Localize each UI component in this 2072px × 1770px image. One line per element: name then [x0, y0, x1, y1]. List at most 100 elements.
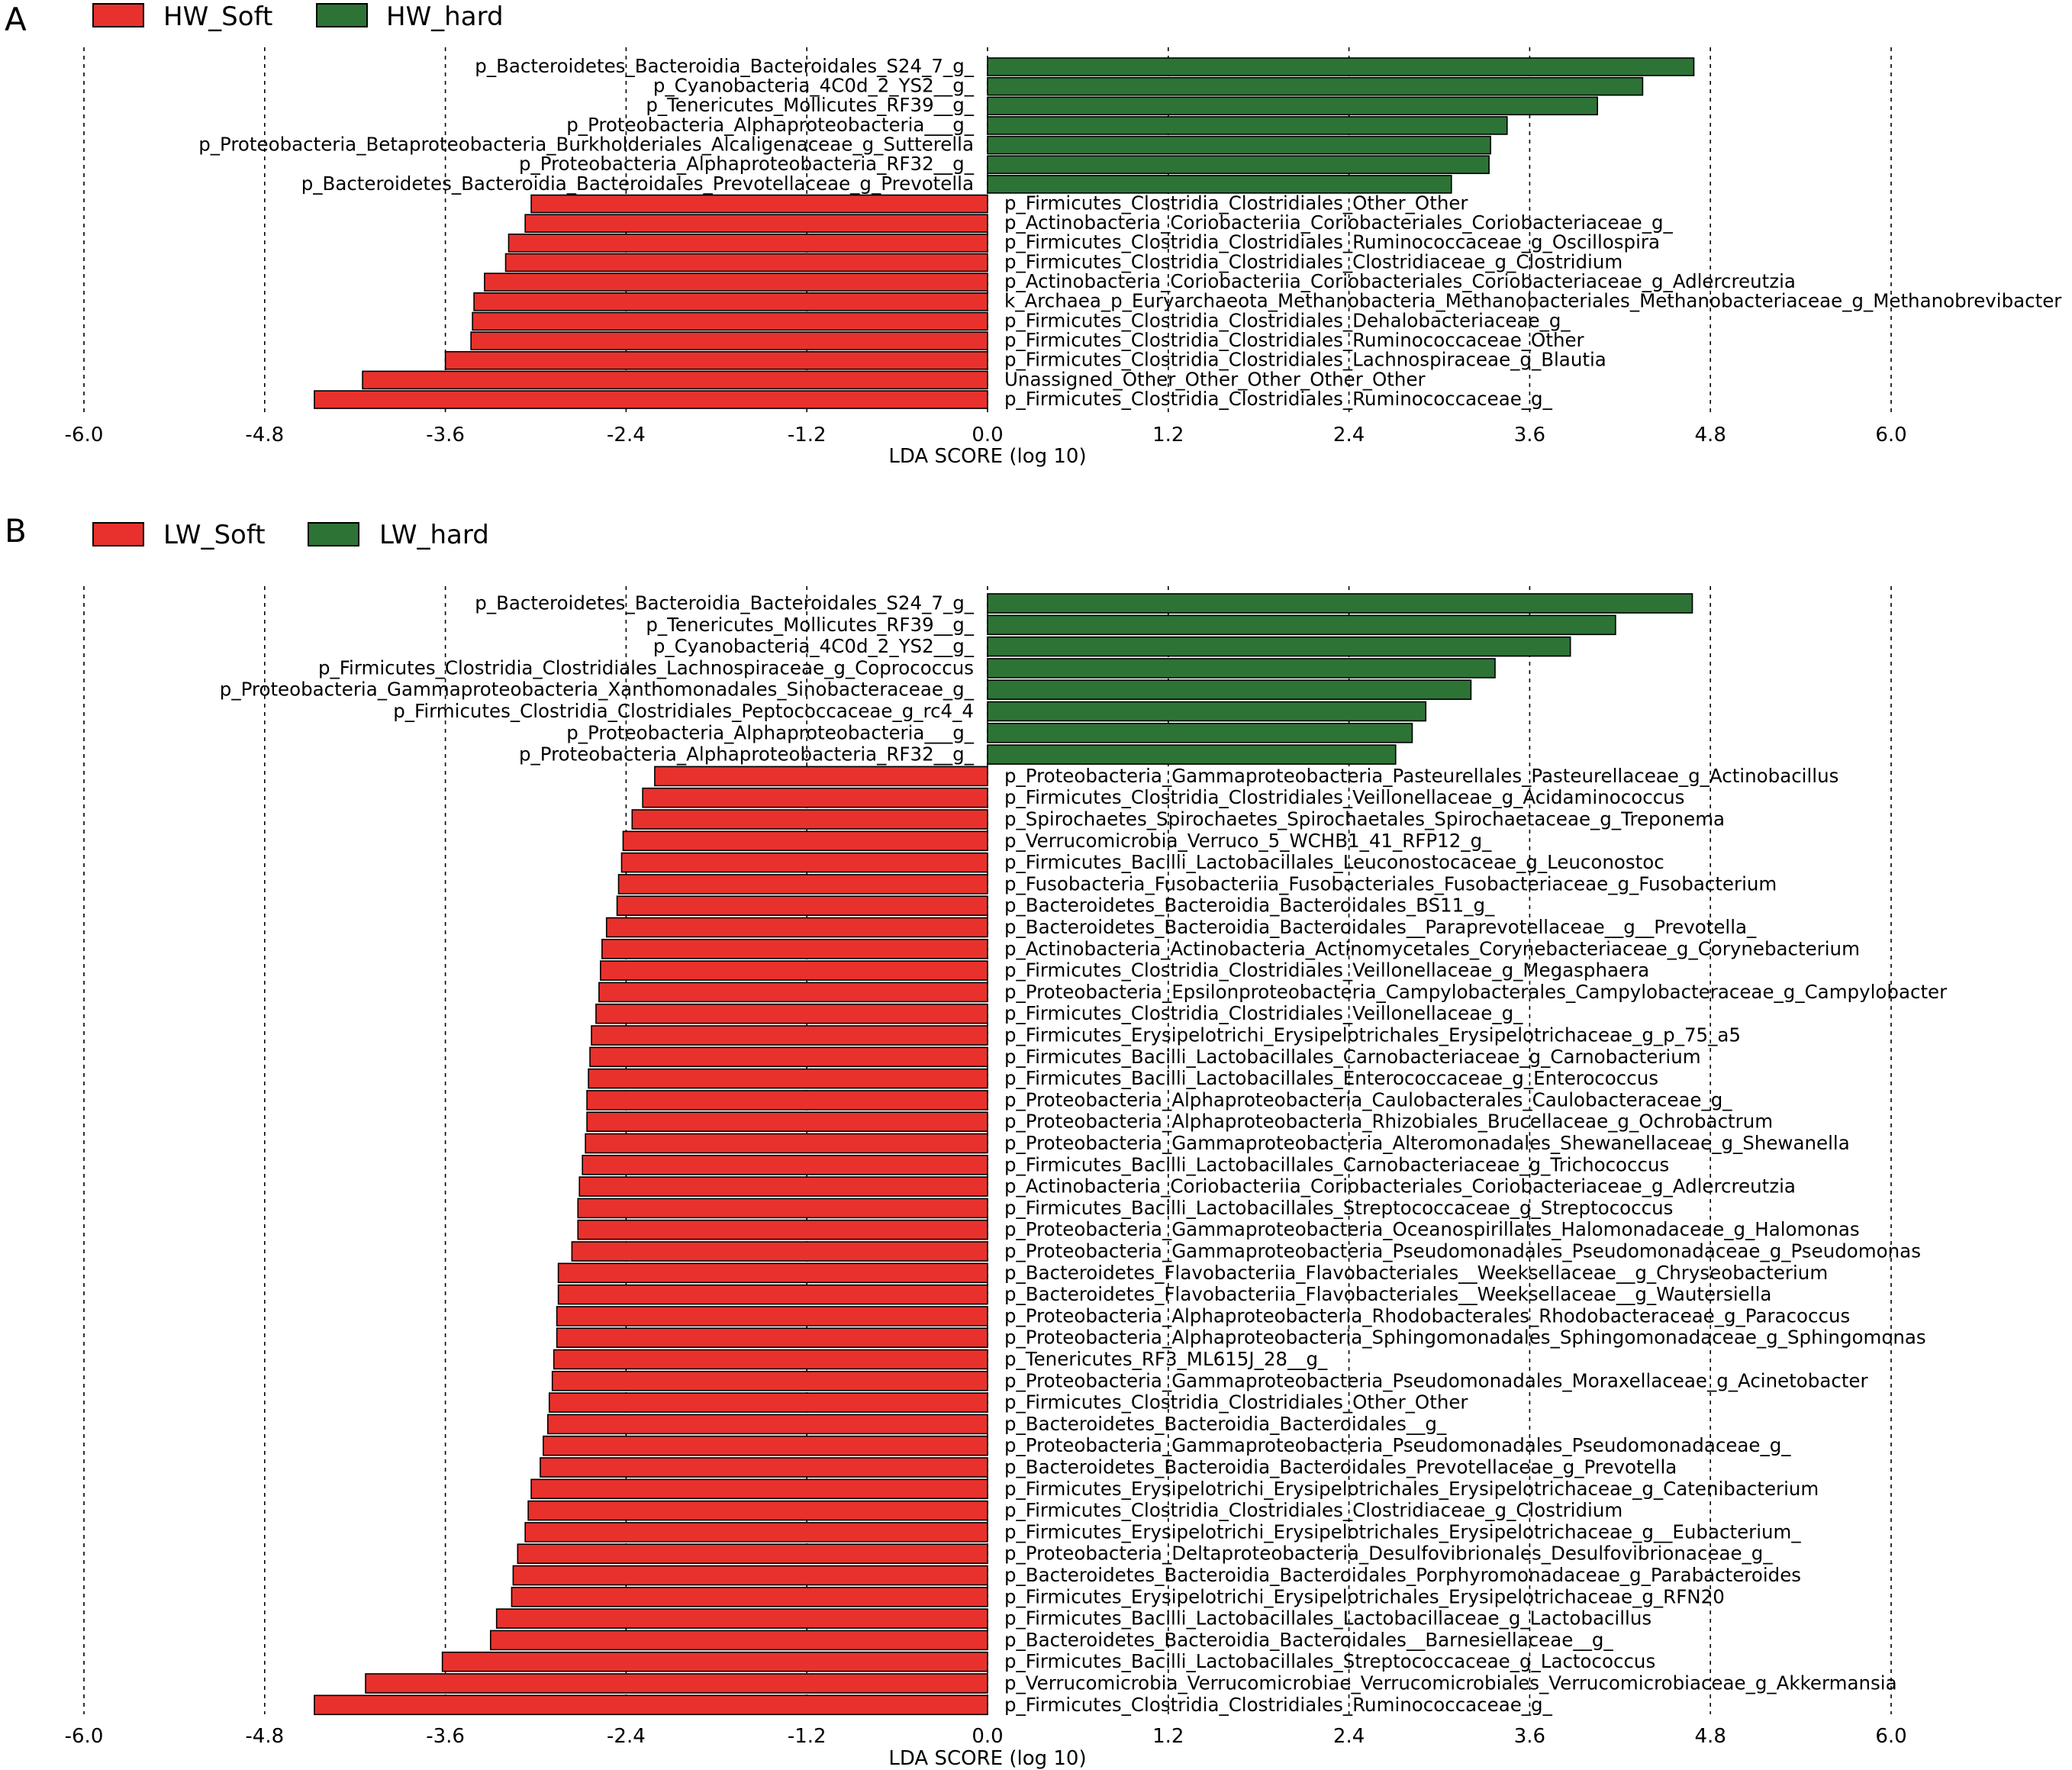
- taxon-label: p_Firmicutes_Clostridia_Clostridiales_Ru…: [1004, 231, 1660, 253]
- bar-soft: [589, 1046, 988, 1068]
- bar-soft: [588, 1068, 988, 1089]
- bar-soft: [553, 1349, 988, 1370]
- bar-soft: [620, 852, 988, 873]
- bar-soft: [642, 787, 988, 808]
- bar-hard: [987, 744, 1397, 765]
- taxon-label: p_Cyanobacteria_4C0d_2_YS2__g_: [653, 635, 975, 657]
- bar-soft: [362, 370, 988, 390]
- panel-a-taxon-labels: p_Bacteroidetes_Bacteroidia_Bacteroidale…: [198, 55, 2062, 410]
- bar-soft: [517, 1543, 988, 1564]
- bar-soft: [578, 1176, 988, 1197]
- bar-soft: [540, 1457, 988, 1478]
- panel-b-chart: B LW_Soft LW_hard p_Bacteroidetes_Bacter…: [5, 512, 1948, 1770]
- bar-soft: [557, 1284, 988, 1305]
- bar-soft: [551, 1371, 988, 1391]
- bar-soft: [595, 1003, 988, 1024]
- taxon-label: p_Proteobacteria_Deltaproteobacteria_Des…: [1004, 1543, 1773, 1565]
- panel-b-x-axis-label: LDA SCORE (log 10): [888, 1747, 1086, 1770]
- taxon-label: p_Firmicutes_Bacilli_Lactobacillales_Leu…: [1004, 851, 1664, 873]
- bar-soft: [524, 1522, 988, 1543]
- x-tick-label: -3.6: [426, 424, 465, 447]
- taxon-label: p_Firmicutes_Clostridia_Clostridiales_Cl…: [1004, 250, 1622, 272]
- bar-soft: [495, 1608, 988, 1629]
- x-tick-label: 3.6: [1514, 1725, 1545, 1748]
- bar-soft: [527, 1500, 988, 1521]
- bar-hard: [987, 116, 1508, 135]
- bar-soft: [557, 1262, 988, 1284]
- taxon-label: p_Proteobacteria_Epsilonproteobacteria_C…: [1004, 981, 1948, 1003]
- panel-a-x-axis-label: LDA SCORE (log 10): [888, 445, 1086, 468]
- legend-swatch-hard: [316, 3, 368, 27]
- taxon-label: p_Firmicutes_Clostridia_Clostridiales_Ve…: [1004, 1002, 1523, 1024]
- panel-b-x-ticks: -6.0 -4.8 -3.6 -2.4 -1.2 0.0 1.2 2.4 3.6 4.8 6.0: [65, 1725, 1907, 1748]
- bar-soft: [585, 1133, 988, 1154]
- x-tick-label: -2.4: [607, 424, 646, 447]
- bar-hard: [987, 57, 1695, 76]
- panel-b-bars: [314, 593, 1693, 1716]
- taxon-label: p_Firmicutes_Bacilli_Lactobacillales_Ent…: [1004, 1067, 1658, 1089]
- taxon-label: p_Firmicutes_Clostridia_Clostridiales_La…: [318, 656, 974, 679]
- taxon-label: p_Bacteroidetes_Bacteroidia_Bacteroidale…: [1004, 895, 1495, 917]
- taxon-label: p_Firmicutes_Clostridia_Clostridiales_Ru…: [1004, 388, 1553, 410]
- taxon-label: p_Firmicutes_Clostridia_Clostridiales_La…: [1004, 349, 1606, 371]
- panel-a-legend: HW_Soft HW_hard: [92, 2, 504, 32]
- bar-hard: [987, 636, 1571, 657]
- bar-soft: [543, 1435, 988, 1456]
- bar-soft: [577, 1219, 988, 1240]
- taxon-label: p_Firmicutes_Bacilli_Lactobacillales_Str…: [1004, 1197, 1673, 1219]
- taxon-label: p_Tenericutes_Mollicutes_RF39__g_: [646, 94, 974, 116]
- bar-hard: [987, 175, 1452, 194]
- bar-soft: [591, 1025, 988, 1046]
- x-tick-label: 6.0: [1875, 1725, 1906, 1748]
- panel-a-bars: [314, 57, 1695, 409]
- taxon-label: p_Proteobacteria_Alphaproteobacteria_RF3…: [519, 743, 975, 766]
- taxon-label: p_Bacteroidetes_Flavobacteriia_Flavobact…: [1004, 1283, 1771, 1305]
- taxon-label: p_Firmicutes_Clostridia_Clostridiales_Ve…: [1004, 786, 1684, 808]
- taxon-label: p_Firmicutes_Bacilli_Lactobacillales_Str…: [1004, 1650, 1655, 1672]
- taxon-label: p_Verrucomicrobia_Verrucomicrobiae_Verru…: [1004, 1672, 1897, 1694]
- panel-a-x-ticks: -6.0 -4.8 -3.6 -2.4 -1.2 0.0 1.2 2.4 3.6 4.8 6.0: [65, 424, 1907, 447]
- taxon-label: p_Actinobacteria_Coriobacteriia_Coriobac…: [1004, 1175, 1796, 1198]
- taxon-label: p_Firmicutes_Clostridia_Clostridiales_Pe…: [393, 700, 974, 722]
- x-tick-label: 0.0: [972, 424, 1003, 447]
- bar-soft: [571, 1241, 988, 1262]
- bar-soft: [524, 214, 988, 234]
- bar-soft: [586, 1090, 988, 1111]
- x-tick-label: 4.8: [1695, 424, 1726, 447]
- taxon-label: p_Proteobacteria_Alphaproteobacteria___g…: [566, 114, 975, 136]
- legend-label-soft: HW_Soft: [163, 2, 272, 32]
- bar-soft: [441, 1651, 988, 1672]
- bar-soft: [508, 234, 988, 253]
- taxon-label: Unassigned_Other_Other_Other_Other_Other: [1004, 368, 1426, 390]
- bar-soft: [473, 292, 988, 311]
- taxon-label: p_Proteobacteria_Alphaproteobacteria___g…: [566, 721, 975, 743]
- bar-soft: [654, 766, 988, 787]
- bar-soft: [605, 917, 988, 938]
- bar-soft: [484, 272, 988, 292]
- bar-soft: [365, 1673, 988, 1694]
- bar-soft: [631, 809, 988, 830]
- x-tick-label: 1.2: [1152, 1725, 1184, 1748]
- x-tick-label: -1.2: [788, 1725, 827, 1748]
- bar-hard: [987, 155, 1490, 175]
- taxon-label: p_Firmicutes_Erysipelotrichi_Erysipelotr…: [1004, 1478, 1819, 1500]
- legend-label-hard: HW_hard: [386, 2, 504, 32]
- bar-soft: [530, 1478, 988, 1500]
- bar-hard: [987, 679, 1472, 701]
- bar-soft: [512, 1565, 988, 1586]
- bar-soft: [548, 1392, 988, 1413]
- taxon-label: p_Bacteroidetes_Flavobacteriia_Flavobact…: [1004, 1262, 1828, 1284]
- bar-soft: [530, 194, 988, 214]
- bar-soft: [504, 253, 988, 272]
- bar-soft: [470, 331, 988, 350]
- taxon-label: p_Firmicutes_Clostridia_Clostridiales_Ve…: [1004, 959, 1649, 982]
- x-tick-label: 1.2: [1152, 424, 1184, 447]
- bar-soft: [598, 982, 988, 1003]
- taxon-label: p_Actinobacteria_Actinobacteria_Actinomy…: [1004, 937, 1860, 959]
- taxon-label: p_Fusobacteria_Fusobacteriia_Fusobacteri…: [1004, 872, 1777, 895]
- x-tick-label: -6.0: [65, 1725, 104, 1748]
- taxon-label: p_Proteobacteria_Betaproteobacteria_Burk…: [198, 133, 974, 155]
- taxon-label: p_Firmicutes_Clostridia_Clostridiales_Ru…: [1004, 1694, 1553, 1716]
- x-tick-label: 3.6: [1514, 424, 1545, 447]
- taxon-label: p_Proteobacteria_Alphaproteobacteria_RF3…: [519, 153, 975, 175]
